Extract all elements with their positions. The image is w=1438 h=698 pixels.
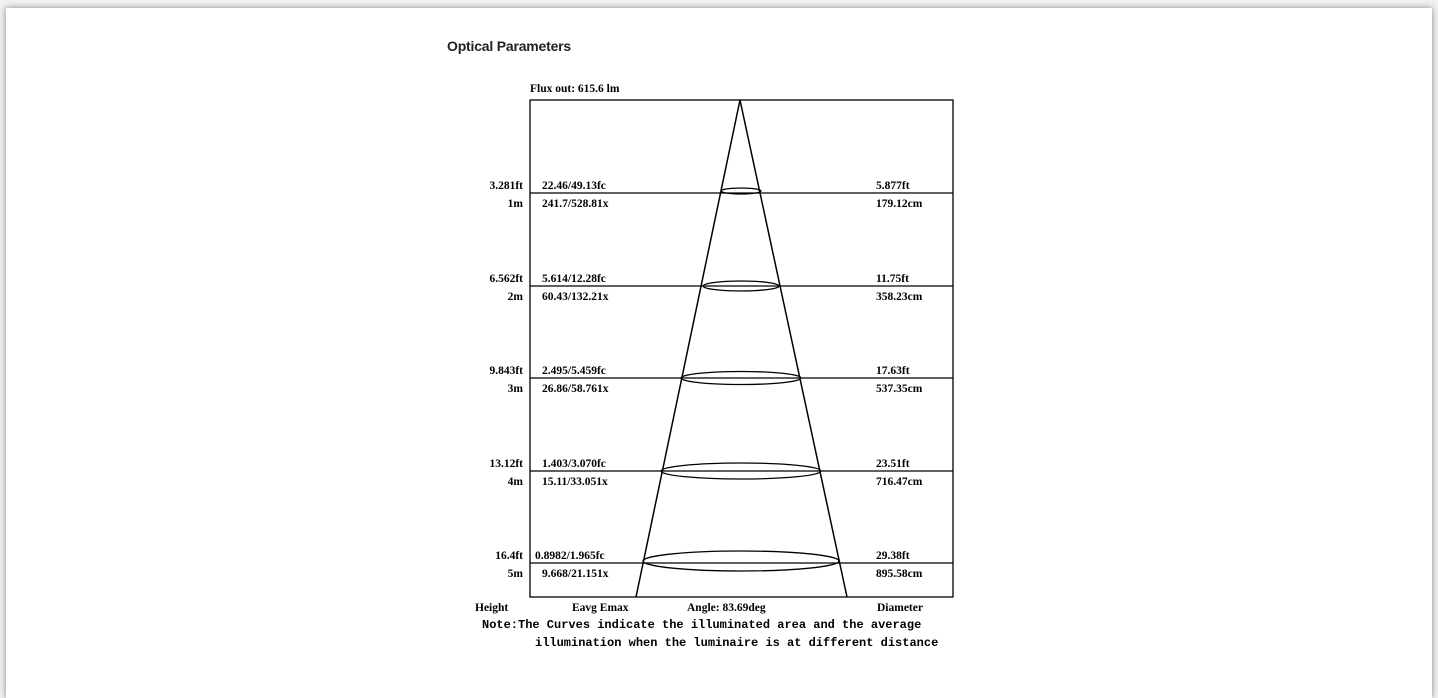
flux-label: Flux out: 615.6 lm [530,83,620,95]
illuminance-fc: 0.8982/1.965fc [535,550,605,562]
illuminance-fc: 1.403/3.070fc [542,458,606,470]
illuminated-area [702,280,780,292]
height-m: 4m [508,476,524,488]
section-title: Optical Parameters [447,38,572,54]
diameter-ft: 23.51ft [876,458,910,470]
note-line-1: Note:The Curves indicate the illuminated… [482,618,922,632]
distance-row-2: 6.562ft 2m 5.614/12.28fc 60.43/132.21x 1… [489,273,953,303]
illuminance-fc: 5.614/12.28fc [542,273,606,285]
illuminated-area [660,462,822,480]
diameter-cm: 179.12cm [876,198,923,210]
height-ft: 6.562ft [489,273,523,285]
beam-edge-right [739,99,848,598]
footer-height-label: Height [475,602,508,614]
diagram-frame [529,99,954,598]
distance-row-3: 9.843ft 3m 2.495/5.459fc 26.86/58.761x 1… [489,365,953,395]
height-ft: 16.4ft [495,550,523,562]
footer-angle-label: Angle: 83.69deg [687,602,766,614]
diameter-ft: 29.38ft [876,550,910,562]
height-ft: 3.281ft [489,180,523,192]
height-m: 1m [508,198,524,210]
illuminated-area [680,370,802,386]
beam-diagram: Flux out: 615.6 lm 3.281ft 1m 22.46/49.1… [475,83,954,614]
footer-eavg-label: Eavg Emax [572,602,629,614]
distance-row-5: 16.4ft 5m 0.8982/1.965fc 9.668/21.151x 2… [495,550,953,580]
height-ft: 9.843ft [489,365,523,377]
illuminated-area [720,187,762,195]
diameter-cm: 895.58cm [876,568,923,580]
diameter-ft: 17.63ft [876,365,910,377]
illuminance-fc: 2.495/5.459fc [542,365,606,377]
diameter-ft: 11.75ft [876,273,909,285]
illuminance-lx: 60.43/132.21x [542,291,609,303]
illuminance-fc: 22.46/49.13fc [542,180,606,192]
diameter-cm: 716.47cm [876,476,923,488]
height-m: 2m [508,291,524,303]
height-m: 3m [508,383,524,395]
distance-row-1: 3.281ft 1m 22.46/49.13fc 241.7/528.81x 5… [489,180,953,210]
beam-edge-left [635,99,741,598]
height-m: 5m [508,568,524,580]
illuminated-area [642,550,840,572]
distance-row-4: 13.12ft 4m 1.403/3.070fc 15.11/33.051x 2… [489,458,953,488]
illuminance-lx: 15.11/33.051x [542,476,608,488]
diameter-cm: 537.35cm [876,383,923,395]
diameter-cm: 358.23cm [876,291,923,303]
illuminance-lx: 241.7/528.81x [542,198,609,210]
footer-diameter-label: Diameter [877,602,923,614]
illuminance-lx: 9.668/21.151x [542,568,609,580]
illuminance-lx: 26.86/58.761x [542,383,609,395]
note-line-2: illumination when the luminaire is at di… [535,636,939,650]
height-ft: 13.12ft [489,458,523,470]
diameter-ft: 5.877ft [876,180,910,192]
